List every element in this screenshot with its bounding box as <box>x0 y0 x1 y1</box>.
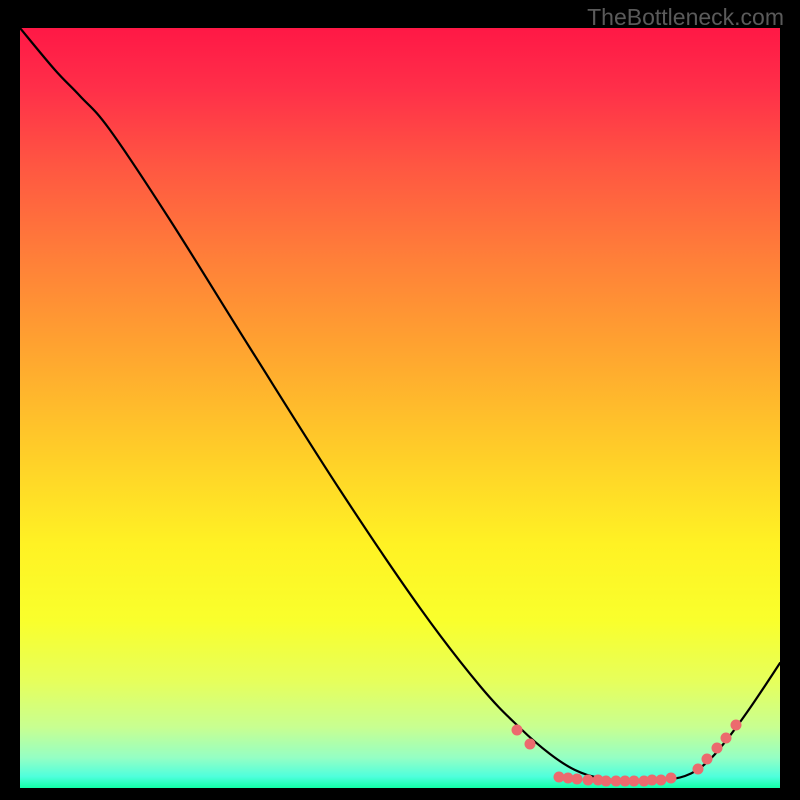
curve-marker <box>583 775 594 786</box>
curve-marker <box>731 720 742 731</box>
chart-svg <box>20 28 780 788</box>
curve-marker <box>601 776 612 787</box>
curve-marker <box>512 725 523 736</box>
chart-background <box>20 28 780 788</box>
curve-marker <box>712 743 723 754</box>
curve-marker <box>666 773 677 784</box>
curve-marker <box>629 776 640 787</box>
curve-marker <box>693 764 704 775</box>
chart-area <box>20 28 780 788</box>
curve-marker <box>572 774 583 785</box>
watermark-text: TheBottleneck.com <box>587 4 784 31</box>
curve-marker <box>721 733 732 744</box>
curve-marker <box>702 754 713 765</box>
curve-marker <box>656 775 667 786</box>
curve-marker <box>525 739 536 750</box>
